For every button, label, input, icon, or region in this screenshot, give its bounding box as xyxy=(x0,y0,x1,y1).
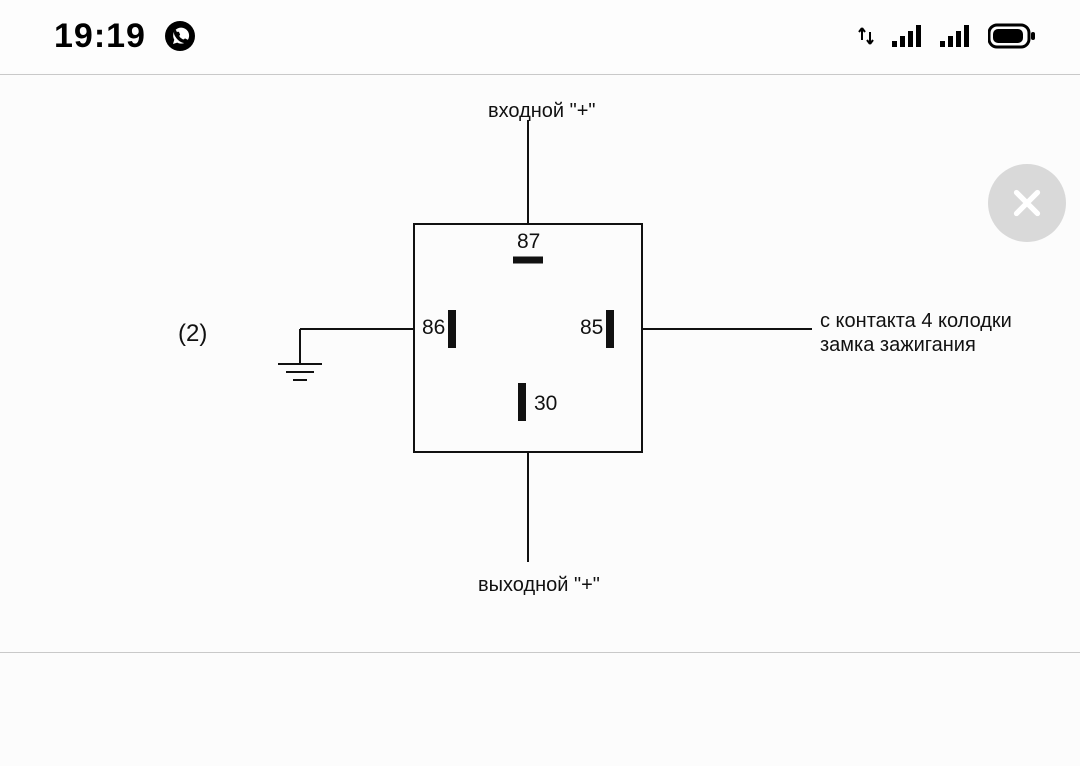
label-right-line1: с контакта 4 колодки xyxy=(820,310,1012,333)
pin-86-label: 86 xyxy=(422,316,445,340)
label-output-plus: выходной "+" xyxy=(478,574,600,597)
clock: 19:19 xyxy=(54,17,146,56)
data-arrows-icon xyxy=(858,25,874,47)
status-bar: 19:19 xyxy=(0,0,1080,72)
pin-87-label: 87 xyxy=(517,230,540,254)
battery-icon xyxy=(988,23,1036,49)
signal-1-icon xyxy=(892,23,922,49)
status-bar-left: 19:19 xyxy=(54,17,196,56)
relay-diagram: входной "+" выходной "+" с контакта 4 ко… xyxy=(0,72,1080,766)
pin-85-label: 85 xyxy=(580,316,603,340)
content-area: входной "+" выходной "+" с контакта 4 ко… xyxy=(0,72,1080,766)
pin-30-label: 30 xyxy=(534,392,557,416)
status-bar-right xyxy=(858,23,1036,49)
whatsapp-icon xyxy=(164,20,196,52)
label-input-plus: входной "+" xyxy=(488,100,596,123)
label-right-line2: замка зажигания xyxy=(820,334,976,357)
figure-number: (2) xyxy=(178,320,207,348)
signal-2-icon xyxy=(940,23,970,49)
